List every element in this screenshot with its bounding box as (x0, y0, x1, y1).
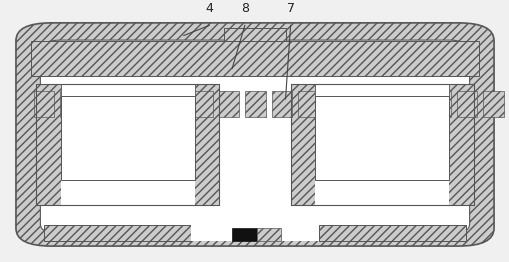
Bar (315, 180, 448, 205)
Bar (350, 91, 371, 117)
Bar (34, 91, 54, 117)
Bar (290, 84, 473, 205)
Bar (256, 228, 280, 241)
Bar (483, 91, 503, 117)
Bar (113, 91, 133, 117)
Bar (87, 91, 107, 117)
Bar (324, 91, 345, 117)
Bar (61, 84, 194, 168)
Bar (36, 84, 219, 205)
Bar (315, 96, 448, 180)
Bar (315, 84, 448, 168)
Bar (165, 91, 186, 117)
Bar (456, 91, 476, 117)
Bar (36, 84, 219, 205)
FancyBboxPatch shape (16, 23, 493, 246)
Bar (430, 91, 450, 117)
Bar (271, 91, 292, 117)
Bar (44, 225, 191, 241)
FancyBboxPatch shape (40, 40, 469, 234)
Bar (192, 91, 212, 117)
Bar (139, 91, 160, 117)
Bar (318, 225, 465, 241)
Text: 8: 8 (240, 2, 248, 15)
Text: 4: 4 (205, 2, 213, 15)
Bar (218, 91, 239, 117)
Bar (61, 180, 194, 205)
Bar (403, 91, 423, 117)
Bar (298, 91, 318, 117)
Bar (60, 91, 80, 117)
Bar (224, 28, 285, 41)
Bar (191, 225, 318, 241)
Text: 7: 7 (286, 2, 294, 15)
Bar (290, 84, 473, 205)
Bar (245, 91, 265, 117)
Bar (377, 91, 397, 117)
Bar (31, 41, 478, 76)
Bar (232, 228, 256, 241)
Bar (61, 96, 194, 180)
